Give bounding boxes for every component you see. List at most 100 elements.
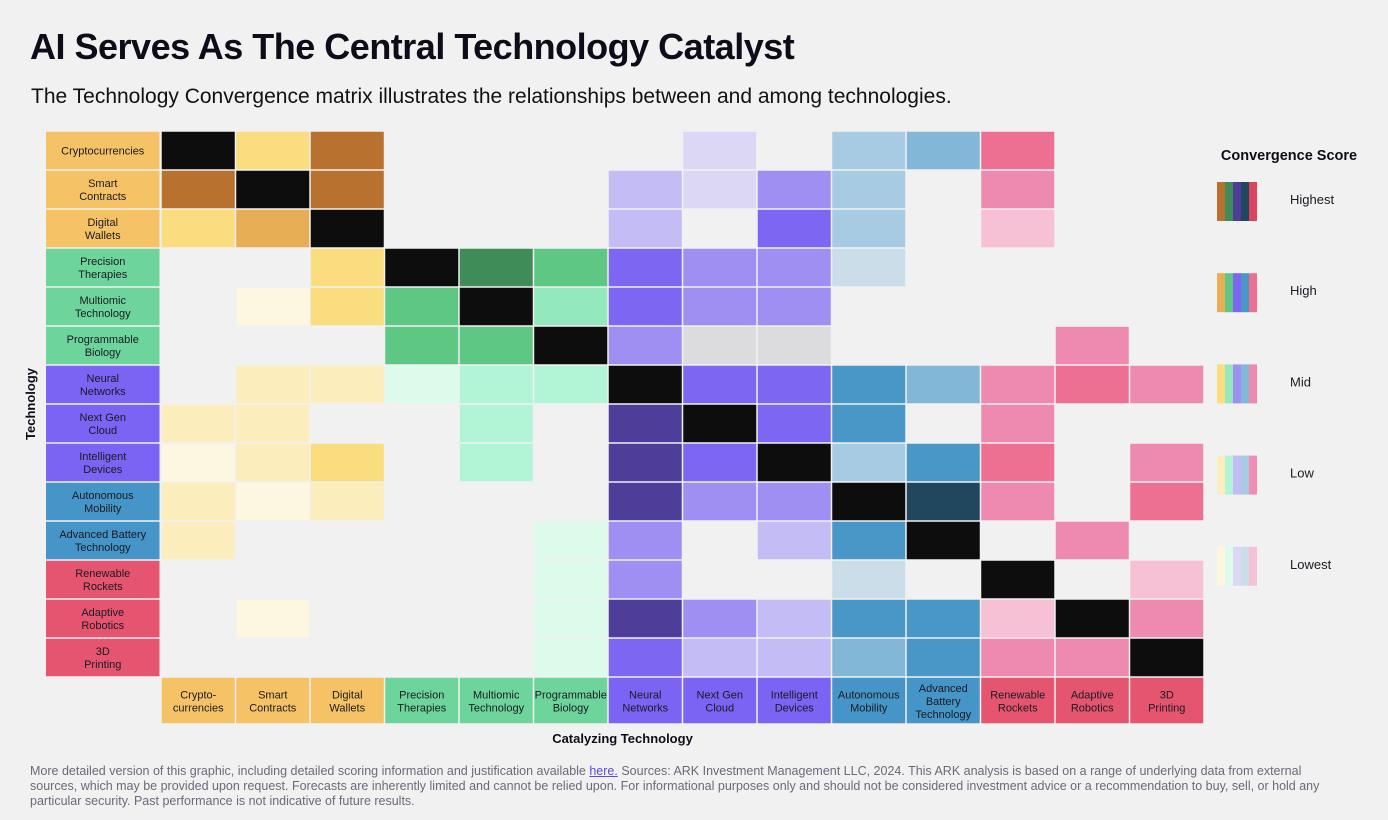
column-header-cell [608,677,682,724]
row-header-cell [46,287,160,326]
heatmap-cell [906,482,980,521]
legend-label: Highest [1290,192,1334,207]
column-header-cell [161,677,235,724]
heatmap-cell [757,365,831,404]
row-header-cell [46,443,160,482]
heatmap-cell [236,209,310,248]
legend-swatch [1249,364,1257,404]
legend-swatch [1225,546,1233,586]
heatmap-cell [608,209,682,248]
heatmap-cell [459,365,533,404]
heatmap-cell [385,248,459,287]
column-header-label: Adaptive Robotics [1071,689,1114,714]
row-header-cell [46,482,160,521]
row-header-cell [46,560,160,599]
heatmap-cell [832,209,906,248]
heatmap-cell [683,170,757,209]
legend-swatch [1225,273,1233,313]
row-header-label: Cryptocurrencies [61,145,145,157]
row-header-label: 3D Printing [84,646,121,671]
heatmap-cell [608,599,682,638]
heatmap-cell [385,365,459,404]
heatmap-cell [310,131,384,170]
heatmap-cell [906,443,980,482]
heatmap-cell [1055,365,1129,404]
heatmap-cell [832,482,906,521]
footer-here-link[interactable]: here. [589,764,618,778]
heatmap-cell [981,638,1055,677]
heatmap-cell [757,638,831,677]
heatmap-cell [236,404,310,443]
row-header-label: Digital Wallets [85,217,121,242]
column-header-cell [534,677,608,724]
row-header-label: Programmable Biology [67,334,139,359]
heatmap-cell [459,248,533,287]
heatmap-cell [161,170,235,209]
heatmap-cell [310,209,384,248]
heatmap-cell [1130,638,1204,677]
heatmap-cell [161,482,235,521]
heatmap-cell [757,599,831,638]
column-header-cell [906,677,980,724]
legend-swatch [1241,182,1249,221]
heatmap-cell [832,521,906,560]
heatmap-cell [757,287,831,326]
column-header-label: Digital Wallets [329,689,365,714]
legend-swatch [1249,455,1257,495]
row-header-label: Advanced Battery Technology [59,529,146,554]
heatmap-cell [757,482,831,521]
legend-swatch [1241,273,1249,313]
legend-swatch [1233,273,1241,313]
heatmap-cell [757,209,831,248]
legend-label: Mid [1290,374,1311,389]
heatmap-cell [608,521,682,560]
heatmap-cell [236,599,310,638]
heatmap-cell [236,131,310,170]
row-header-label: Renewable Rockets [75,568,130,593]
heatmap-cell [981,560,1055,599]
heatmap-cell [683,638,757,677]
page-subtitle: The Technology Convergence matrix illust… [31,85,952,108]
column-header-label: Programmable Biology [535,689,607,714]
heatmap-cell [906,131,980,170]
heatmap-cell [534,521,608,560]
column-header-cell [459,677,533,724]
legend-swatch [1233,455,1241,495]
heatmap-cell [161,404,235,443]
heatmap-cell [981,443,1055,482]
heatmap-cell [757,170,831,209]
heatmap-cell [1130,599,1204,638]
legend-swatch [1249,273,1257,313]
row-header-cell [46,521,160,560]
heatmap-cell [906,599,980,638]
legend-swatch [1217,455,1225,495]
row-header-cell [46,404,160,443]
heatmap-cell [161,521,235,560]
heatmap-cell [310,170,384,209]
heatmap-cell [757,248,831,287]
heatmap-cell [459,443,533,482]
legend-swatch [1225,364,1233,404]
row-header-cell [46,209,160,248]
convergence-matrix-chart: Cryptocurrencies Smart Contracts Digital Wal… [23,131,1357,746]
heatmap-cell [608,482,682,521]
heatmap-cell [459,326,533,365]
heatmap-cell [310,287,384,326]
heatmap-cell [683,482,757,521]
heatmap-cell [981,131,1055,170]
heatmap-cell [310,482,384,521]
column-header-cell [385,677,459,724]
legend-swatch [1249,182,1257,221]
heatmap-cell [683,365,757,404]
heatmap-cell [832,248,906,287]
heatmap-cell [832,443,906,482]
legend-swatch [1217,546,1225,586]
heatmap-cell [1055,638,1129,677]
heatmap-cell [981,209,1055,248]
column-header-cell [683,677,757,724]
footer-disclaimer: More detailed version of this graphic, i… [30,764,1320,809]
heatmap-cell [1130,365,1204,404]
heatmap-cell [1055,326,1129,365]
heatmap-cell [608,287,682,326]
column-header-cell [236,677,310,724]
